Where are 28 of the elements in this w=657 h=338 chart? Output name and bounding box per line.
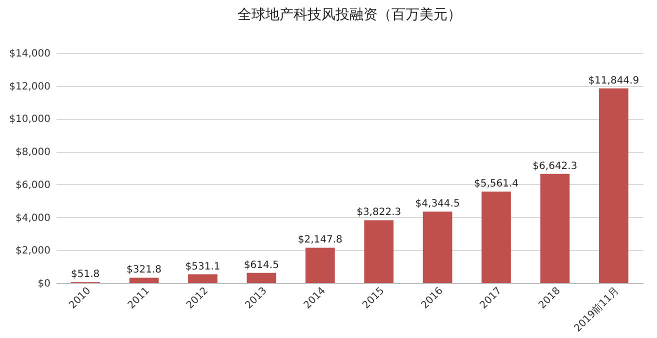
data-label: $6,642.3 [532,160,578,172]
bar [598,88,628,283]
data-label: $4,344.5 [415,198,460,210]
data-label: $11,844.9 [588,75,640,86]
bar [540,174,570,283]
data-label: $51.8 [71,269,100,280]
bar [305,248,335,283]
bar [364,220,394,283]
y-tick-label: $2,000 [16,246,50,257]
y-tick-label: $14,000 [9,48,50,60]
data-label: $614.5 [244,260,279,271]
y-tick-label: $12,000 [9,81,50,92]
y-tick-label: $4,000 [16,212,50,224]
y-tick-label: $8,000 [16,147,50,158]
y-tick-label: $6,000 [16,180,50,191]
chart-title: 全球地产科技风投融资（百万美元） [238,7,462,23]
data-label: $2,147.8 [298,234,342,246]
bar [129,278,159,283]
data-label: $5,561.4 [474,178,519,190]
y-tick-label: $0 [38,278,50,290]
bar [188,274,218,283]
data-label: $321.8 [126,264,162,276]
data-label: $531.1 [185,261,220,272]
y-tick-label: $10,000 [9,114,50,126]
bar [246,272,276,283]
bar [422,212,452,283]
data-label: $3,822.3 [356,207,402,218]
bar [482,192,511,283]
